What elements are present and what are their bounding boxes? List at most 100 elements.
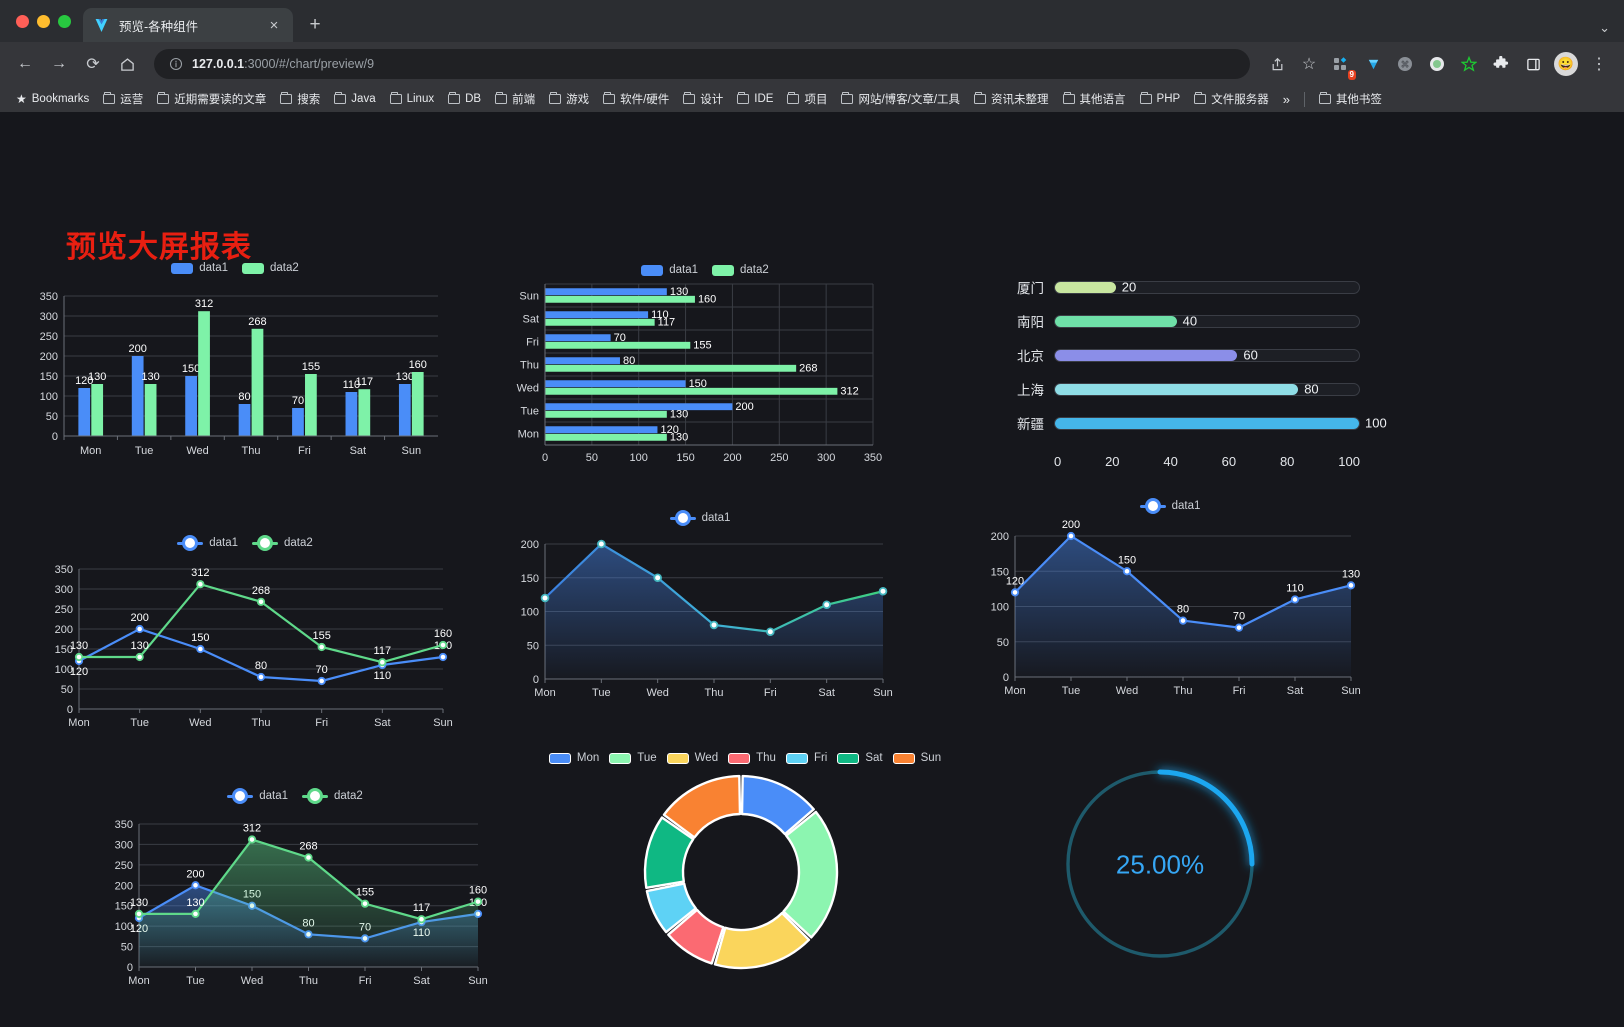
bookmark-folder[interactable]: 游戏 xyxy=(543,88,595,110)
bar[interactable] xyxy=(545,403,733,411)
close-window-button[interactable] xyxy=(16,14,29,28)
pie-slice[interactable] xyxy=(645,882,697,934)
data-point[interactable] xyxy=(247,835,257,844)
pie-slice[interactable] xyxy=(643,816,695,889)
progress-track[interactable]: 100 xyxy=(1054,416,1387,431)
data-point[interactable] xyxy=(1234,623,1244,632)
bookmark-folder[interactable]: Linux xyxy=(384,90,441,108)
legend-item-data2[interactable]: data2 xyxy=(252,537,313,549)
close-tab-button[interactable]: × xyxy=(269,16,279,34)
bookmark-star-icon[interactable]: ☆ xyxy=(1301,56,1317,73)
new-tab-button[interactable]: + xyxy=(309,14,321,35)
bar[interactable] xyxy=(398,384,411,436)
legend-item-data1[interactable]: data1 xyxy=(171,262,228,274)
bar[interactable] xyxy=(411,372,424,436)
bar[interactable] xyxy=(545,426,658,434)
bar[interactable] xyxy=(545,288,667,296)
data-point[interactable] xyxy=(191,909,200,918)
data-point[interactable] xyxy=(304,853,313,862)
bar[interactable] xyxy=(144,384,157,436)
bar[interactable] xyxy=(545,357,620,365)
data-point[interactable] xyxy=(378,658,387,667)
data-point[interactable] xyxy=(1122,567,1132,576)
legend-item-data1[interactable]: data1 xyxy=(1139,500,1200,512)
bookmark-folder[interactable]: 资讯未整理 xyxy=(968,88,1055,110)
pie-slice[interactable] xyxy=(740,774,815,836)
bookmark-folder[interactable]: 其他语言 xyxy=(1057,88,1132,110)
command-icon[interactable]: ⌘ xyxy=(1390,49,1420,79)
bar[interactable] xyxy=(545,410,667,418)
legend-item-thu[interactable]: Thu xyxy=(728,752,776,764)
data-point[interactable] xyxy=(540,593,550,603)
legend-item-data2[interactable]: data2 xyxy=(242,262,299,274)
other-bookmarks-folder[interactable]: 其他书签 xyxy=(1313,88,1388,110)
forward-button[interactable]: → xyxy=(51,55,67,72)
progress-track[interactable]: 20 xyxy=(1054,280,1360,295)
legend-item-data2[interactable]: data2 xyxy=(712,264,769,276)
progress-track[interactable]: 60 xyxy=(1054,348,1360,363)
pie-slice[interactable] xyxy=(662,774,742,839)
bar[interactable] xyxy=(545,433,667,441)
bar[interactable] xyxy=(198,311,210,436)
data-point[interactable] xyxy=(438,640,448,650)
legend-item-data1[interactable]: data1 xyxy=(669,512,730,524)
bookmark-folder[interactable]: 前端 xyxy=(489,88,541,110)
profile-avatar[interactable]: 😀 xyxy=(1554,52,1578,76)
bar[interactable] xyxy=(91,384,104,436)
bar[interactable] xyxy=(238,404,251,436)
bar[interactable] xyxy=(185,376,197,436)
bookmark-folder[interactable]: 搜索 xyxy=(274,88,326,110)
bar[interactable] xyxy=(545,387,838,395)
bookmarks-root[interactable]: ★ Bookmarks xyxy=(10,89,95,109)
data-point[interactable] xyxy=(1066,531,1076,541)
data-point[interactable] xyxy=(1346,581,1356,590)
site-info-icon[interactable] xyxy=(168,57,183,72)
extension-icon-grid[interactable]: 9 xyxy=(1326,49,1356,80)
bar[interactable] xyxy=(251,328,264,436)
bookmarks-overflow-button[interactable]: » xyxy=(1282,91,1290,107)
data-point[interactable] xyxy=(878,586,888,596)
legend-item-data1[interactable]: data1 xyxy=(177,537,238,549)
back-button[interactable]: ← xyxy=(17,55,33,72)
data-point[interactable] xyxy=(417,915,426,924)
bookmark-folder[interactable]: DB xyxy=(442,90,487,108)
diamond-icon[interactable] xyxy=(1358,49,1388,79)
bar[interactable] xyxy=(131,356,144,436)
bookmark-folder[interactable]: 运营 xyxy=(97,88,149,110)
home-button[interactable] xyxy=(112,49,142,79)
share-icon[interactable] xyxy=(1262,49,1292,79)
legend-item-sat[interactable]: Sat xyxy=(837,752,883,764)
data-point[interactable] xyxy=(196,580,205,589)
bar[interactable] xyxy=(78,388,91,436)
data-point[interactable] xyxy=(135,652,144,662)
chevron-down-icon[interactable]: ⌄ xyxy=(1599,20,1610,35)
minimize-window-button[interactable] xyxy=(37,14,50,28)
circle-icon[interactable] xyxy=(1422,49,1452,79)
data-point[interactable] xyxy=(74,652,84,662)
data-point[interactable] xyxy=(256,672,266,682)
bar[interactable] xyxy=(545,318,655,326)
bar[interactable] xyxy=(545,295,695,303)
bar[interactable] xyxy=(545,334,611,342)
bar[interactable] xyxy=(345,392,358,436)
bookmark-folder[interactable]: IDE xyxy=(731,90,779,108)
bar[interactable] xyxy=(545,380,686,388)
pie-slice[interactable] xyxy=(667,908,725,965)
bar[interactable] xyxy=(292,408,304,436)
data-point[interactable] xyxy=(317,642,326,652)
pie-slice[interactable] xyxy=(713,911,811,970)
legend-item-tue[interactable]: Tue xyxy=(609,752,657,764)
bookmark-folder[interactable]: 网站/博客/文章/工具 xyxy=(835,88,966,110)
bar[interactable] xyxy=(545,341,691,349)
bookmark-folder[interactable]: 近期需要读的文章 xyxy=(151,88,272,110)
bookmark-folder[interactable]: Java xyxy=(328,90,381,108)
data-point[interactable] xyxy=(822,600,831,610)
pie-slice[interactable] xyxy=(782,810,839,939)
address-bar[interactable]: 127.0.0.1:3000/#/chart/preview/9 xyxy=(154,49,1250,79)
bookmark-folder[interactable]: 软件/硬件 xyxy=(597,88,675,110)
maximize-window-button[interactable] xyxy=(58,14,71,28)
progress-track[interactable]: 40 xyxy=(1054,314,1360,329)
side-panel-icon[interactable] xyxy=(1518,49,1548,79)
bar[interactable] xyxy=(545,311,649,319)
bookmark-folder[interactable]: PHP xyxy=(1134,90,1187,108)
